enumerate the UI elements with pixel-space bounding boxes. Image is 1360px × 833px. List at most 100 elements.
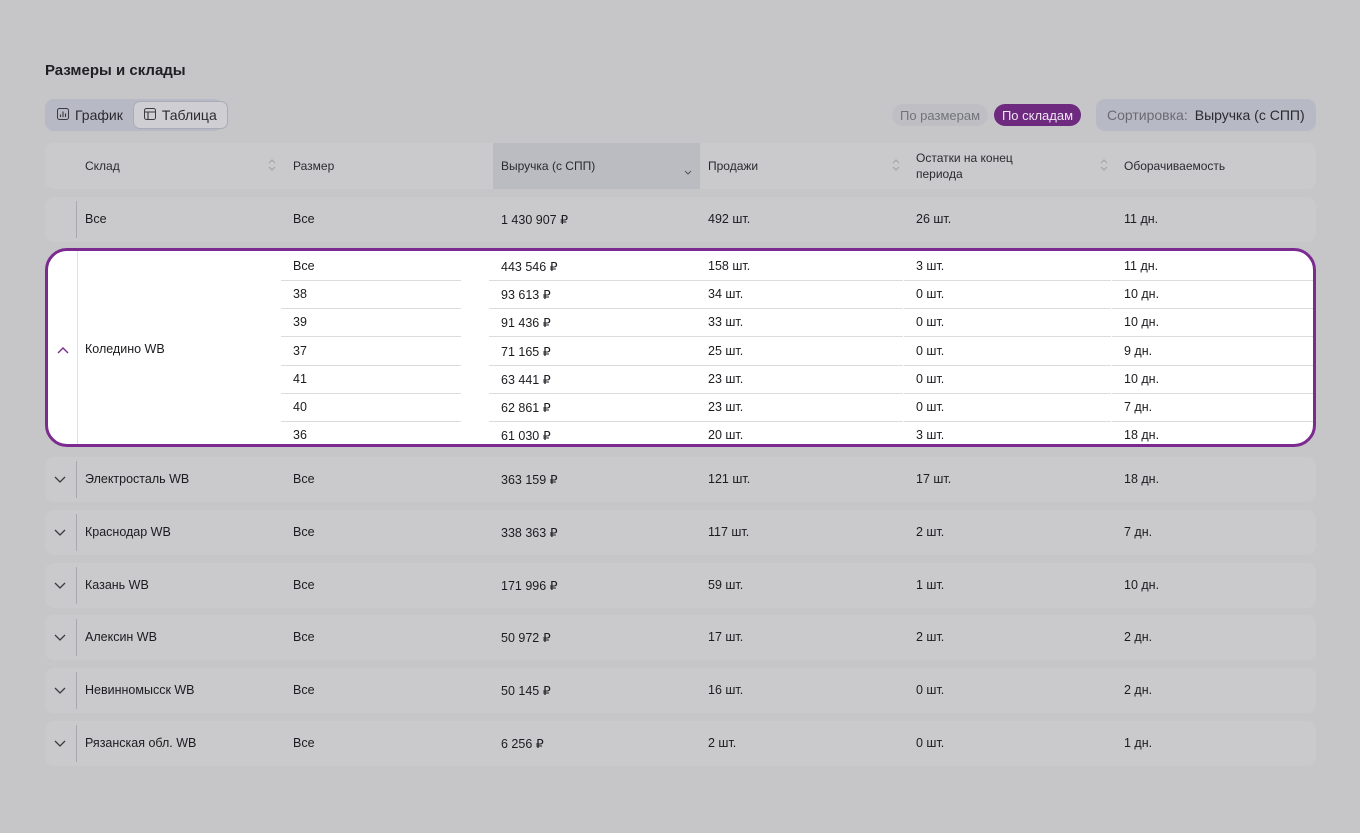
sub-cell-stock: 0 шт. [916,315,945,330]
sub-row-separator [281,280,461,281]
col-size[interactable]: Размер [293,159,335,173]
row-divider [76,513,77,551]
cell-sales: 492 шт. [708,212,751,226]
cell-size: Все [293,736,315,750]
sub-cell-stock: 0 шт. [916,287,945,302]
sub-cell-stock: 3 шт. [916,428,945,443]
chevron-down-icon[interactable] [54,476,66,484]
section-title: Размеры и склады [45,62,186,79]
col-turnover[interactable]: Оборачиваемость [1124,159,1226,173]
sub-row-separator [281,336,461,338]
col-sales[interactable]: Продажи [708,159,759,173]
table-row[interactable]: Электросталь WB Все 363 159 ₽ 121 шт. 17 шт.… [45,457,1316,502]
sub-cell-turnover: 10 дн. [1124,287,1160,302]
cell-warehouse: Рязанская обл. WB [85,736,197,750]
sub-cell-sales: 158 шт. [708,259,751,273]
cell-stock: 17 шт. [916,472,952,486]
sub-row-separator [904,280,1111,281]
chevron-down-icon[interactable] [54,529,66,537]
table-icon [143,107,156,123]
chevron-up-icon[interactable] [57,346,69,354]
cell-turnover: 7 дн. [1124,524,1153,539]
sub-row-separator [281,364,461,366]
row-divider [76,619,77,657]
sort-desc-icon[interactable] [684,162,692,176]
view-toggle: График Таблица [45,99,228,131]
chevron-down-icon[interactable] [54,634,66,642]
sub-cell-sales: 33 шт. [708,315,744,330]
table-row[interactable]: Алексин WB Все 50 972 ₽ 17 шт. 2 шт. 2 дн. [45,615,1316,661]
cell-sales: 2 шт. [708,736,737,750]
chart-view-button[interactable]: График [47,101,133,129]
sort-value: Выручка (с СПП) [1194,107,1305,123]
sub-cell-turnover: 10 дн. [1124,315,1160,330]
table-row[interactable]: Краснодар WB Все 338 363 ₽ 117 шт. 2 шт. 7 дн… [45,509,1316,555]
sub-row-separator [696,421,903,422]
sort-select[interactable]: Сортировка: Выручка (с СПП) [1096,99,1316,131]
sub-row-separator [1112,392,1313,394]
sub-row-separator [489,392,696,394]
cell-revenue: 50 145 ₽ [501,684,551,699]
sub-row-separator [1112,336,1313,338]
sub-cell-turnover: 9 дн. [1124,343,1153,358]
segment-by-warehouses[interactable]: По складам [994,104,1081,126]
sub-row-separator [904,308,1111,310]
sub-cell-size: 39 [293,315,307,330]
cell-sales: 121 шт. [708,472,751,486]
sub-cell-revenue: 71 165 ₽ [501,344,551,359]
sub-row-separator [904,364,1111,366]
sub-row-separator [489,280,696,281]
sub-row-separator [696,308,903,310]
col-warehouse[interactable]: Склад [85,159,120,173]
table-row[interactable]: Невинномысск WB Все 50 145 ₽ 16 шт. 0 шт. 2 д… [45,668,1316,714]
chevron-down-icon[interactable] [54,740,66,748]
sort-arrows-icon[interactable] [268,158,276,172]
table-row[interactable]: Рязанская обл. WB Все 6 256 ₽ 2 шт. 0 шт. 1 д… [45,721,1316,766]
sub-row-separator [904,421,1111,422]
sort-arrows-icon[interactable] [892,158,900,172]
cell-stock: 26 шт. [916,212,952,226]
cell-turnover: 18 дн. [1124,472,1160,486]
sub-cell-size: Все [293,259,315,273]
cell-warehouse: Электросталь WB [85,472,190,486]
sub-cell-size: 37 [293,343,307,358]
table-row-total: Все Все 1 430 907 ₽ 492 шт. 26 шт. 11 дн… [45,197,1316,242]
cell-sales: 59 шт. [708,577,744,592]
col-revenue[interactable]: Выручка (с СПП) [501,159,596,173]
table-header: Склад Размер Выручка (с СПП) Продажи Ост… [45,143,1316,189]
col-stock-line1[interactable]: Остатки на конец [916,151,1013,165]
cell-turnover: 2 дн. [1124,683,1153,698]
chevron-down-icon[interactable] [54,582,66,590]
sub-cell-sales: 23 шт. [708,400,744,414]
cell-size: Все [293,577,315,592]
sub-cell-sales: 34 шт. [708,287,744,302]
sub-row-separator [281,392,461,394]
sub-row-separator [696,280,903,281]
chevron-down-icon[interactable] [54,687,66,695]
table-view-button[interactable]: Таблица [132,101,228,129]
sub-row-separator [489,421,696,422]
sub-cell-turnover: 11 дн. [1124,259,1159,273]
sub-row-separator [489,308,696,310]
sub-cell-sales: 25 шт. [708,343,744,358]
cell-warehouse: Краснодар WB [85,524,171,539]
sub-cell-revenue: 443 546 ₽ [501,260,558,274]
table-row[interactable]: Казань WB Все 171 996 ₽ 59 шт. 1 шт. 10 дн. [45,562,1316,608]
sub-cell-revenue: 61 030 ₽ [501,429,551,444]
cell-warehouse: Алексин WB [85,630,157,645]
cell-revenue: 338 363 ₽ [501,525,558,540]
expanded-warehouse-name: Коледино WB [85,342,165,356]
active-sort-column-bg [493,143,700,189]
segment-by-sizes[interactable]: По размерам [892,104,988,126]
sort-arrows-icon[interactable] [1100,158,1108,172]
sub-cell-turnover: 7 дн. [1124,400,1153,414]
row-divider [77,251,78,444]
cell-warehouse: Казань WB [85,577,149,592]
sub-cell-turnover: 10 дн. [1124,371,1160,386]
cell-size: Все [293,212,315,226]
cell-size: Все [293,524,315,539]
cell-warehouse: Все [85,212,107,226]
sub-cell-stock: 0 шт. [916,400,945,414]
sub-cell-sales: 20 шт. [708,428,744,443]
expanded-warehouse-row: Коледино WB Все 443 546 ₽ 158 шт. 3 шт. 11 д… [45,248,1316,447]
